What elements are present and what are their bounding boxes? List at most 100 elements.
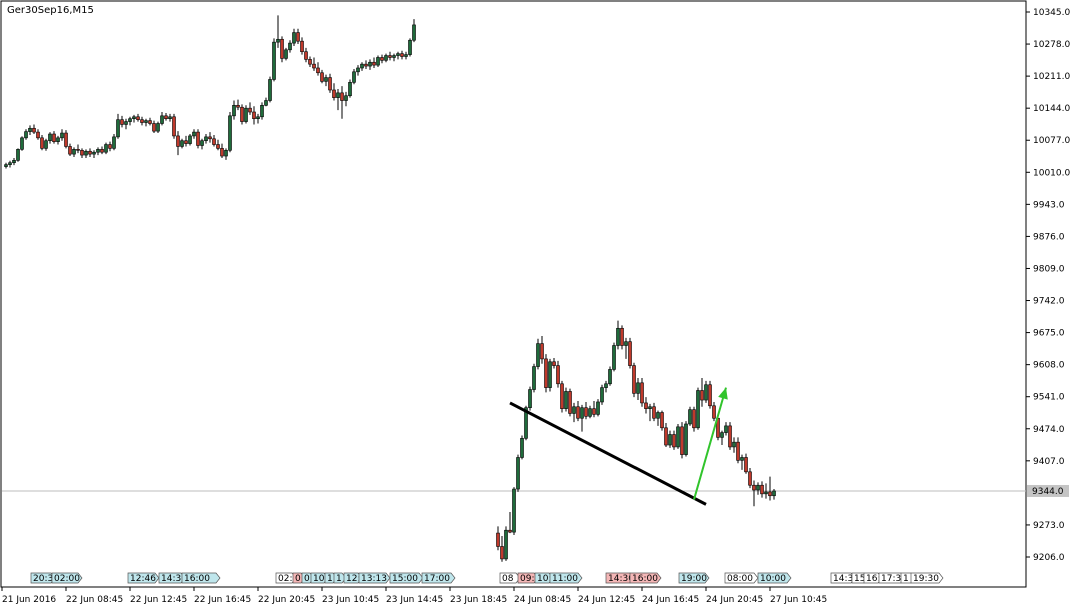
candle	[280, 36, 284, 63]
event-marker[interactable]: 10:00	[757, 572, 792, 584]
event-marker-label: 13:13	[361, 574, 387, 584]
candle	[656, 410, 660, 426]
candle	[356, 65, 360, 76]
event-marker[interactable]: 17:00	[421, 572, 456, 584]
candle	[512, 487, 516, 535]
candle	[284, 47, 288, 61]
candle-body	[352, 71, 356, 83]
candle	[172, 113, 176, 139]
candle	[4, 162, 8, 169]
x-tick-label: 22 Jun 16:45	[194, 595, 251, 605]
candle	[180, 138, 184, 149]
candle	[612, 342, 616, 372]
candle	[496, 526, 500, 551]
event-marker-flag	[181, 572, 221, 584]
candle	[300, 37, 304, 55]
candle-body	[364, 63, 368, 67]
candle	[40, 134, 44, 151]
candle-body	[412, 24, 416, 41]
x-tick-label: 24 Jun 08:45	[514, 595, 571, 605]
y-tick-label: 10077.0	[1033, 136, 1070, 146]
candle-body	[172, 116, 176, 137]
event-marker-label: 14:3	[833, 574, 853, 584]
candle-body	[56, 137, 60, 142]
candle	[556, 360, 560, 388]
candle-body	[16, 149, 20, 161]
x-tick-label: 24 Jun 16:45	[642, 595, 699, 605]
event-marker[interactable]: 08:00	[724, 572, 759, 584]
candle-body	[36, 131, 40, 139]
event-marker-label: 19:30	[913, 574, 939, 584]
event-marker[interactable]: 16:00	[181, 572, 221, 584]
candle	[252, 106, 256, 125]
candle	[552, 357, 556, 369]
candle	[240, 104, 244, 125]
candle	[756, 482, 760, 495]
candle-body	[372, 61, 376, 66]
event-marker[interactable]: 13:13	[358, 572, 391, 584]
event-marker[interactable]: 02:00	[51, 572, 83, 584]
candle	[232, 100, 236, 120]
event-marker[interactable]: 20:3	[30, 572, 56, 584]
event-marker-label: 0	[304, 574, 310, 584]
candle	[148, 117, 152, 126]
event-marker-label: 14:30	[161, 574, 187, 584]
candle	[596, 399, 600, 417]
event-marker-flag	[421, 572, 456, 584]
candle-body	[156, 123, 160, 132]
event-marker-flag	[724, 572, 759, 584]
event-marker-label: 02:00	[54, 574, 80, 584]
current-price-tag-text: 9344.0	[1032, 487, 1064, 497]
candle	[708, 380, 712, 409]
candle-body	[652, 406, 656, 419]
candle-body	[540, 343, 544, 360]
candle-body	[508, 529, 512, 533]
candle-body	[88, 150, 92, 155]
y-tick-label: 9206.0	[1033, 553, 1065, 563]
candle-body	[656, 412, 660, 419]
candle	[636, 378, 640, 401]
y-tick-label: 9742.0	[1033, 297, 1065, 307]
candle	[700, 378, 704, 407]
event-marker[interactable]: 19:30	[910, 572, 944, 584]
candle	[372, 57, 376, 68]
candle	[536, 338, 540, 370]
candle-body	[620, 327, 624, 346]
candle-body	[684, 423, 688, 455]
current-price-tag: 9344.0	[1027, 484, 1069, 497]
candle-body	[760, 484, 764, 495]
candle	[388, 51, 392, 61]
candle-body	[176, 135, 180, 147]
up-arrow[interactable]	[693, 387, 728, 500]
event-marker-label: 16:00	[184, 574, 210, 584]
event-marker[interactable]: 19:00	[678, 572, 710, 584]
event-marker-label: 15:00	[392, 574, 418, 584]
candle-body	[320, 72, 324, 82]
event-marker-flag	[127, 572, 160, 584]
candle-body	[744, 457, 748, 473]
trend-line[interactable]	[509, 401, 707, 506]
candle-body	[636, 382, 640, 394]
event-marker[interactable]: 11:00	[549, 572, 583, 584]
candle-body	[280, 38, 284, 59]
candle-body	[336, 92, 340, 98]
candle-body	[112, 136, 116, 149]
candle-body	[680, 426, 684, 455]
event-marker-label: 15	[854, 574, 865, 584]
candle-body	[28, 127, 32, 132]
candle	[332, 83, 336, 101]
event-marker[interactable]: 12:46	[127, 572, 160, 584]
candle	[540, 335, 544, 364]
event-marker[interactable]: 14:3	[830, 572, 856, 584]
event-marker[interactable]: 15:00	[389, 572, 424, 584]
x-tick-label: 23 Jun 10:45	[322, 595, 379, 605]
event-marker[interactable]: 16:00	[629, 572, 662, 584]
event-marker-flag	[757, 572, 792, 584]
candle	[228, 112, 232, 153]
candle-body	[4, 164, 8, 167]
candle	[560, 380, 564, 413]
candle	[248, 102, 252, 115]
candle	[128, 116, 132, 126]
candle-body	[344, 95, 348, 101]
